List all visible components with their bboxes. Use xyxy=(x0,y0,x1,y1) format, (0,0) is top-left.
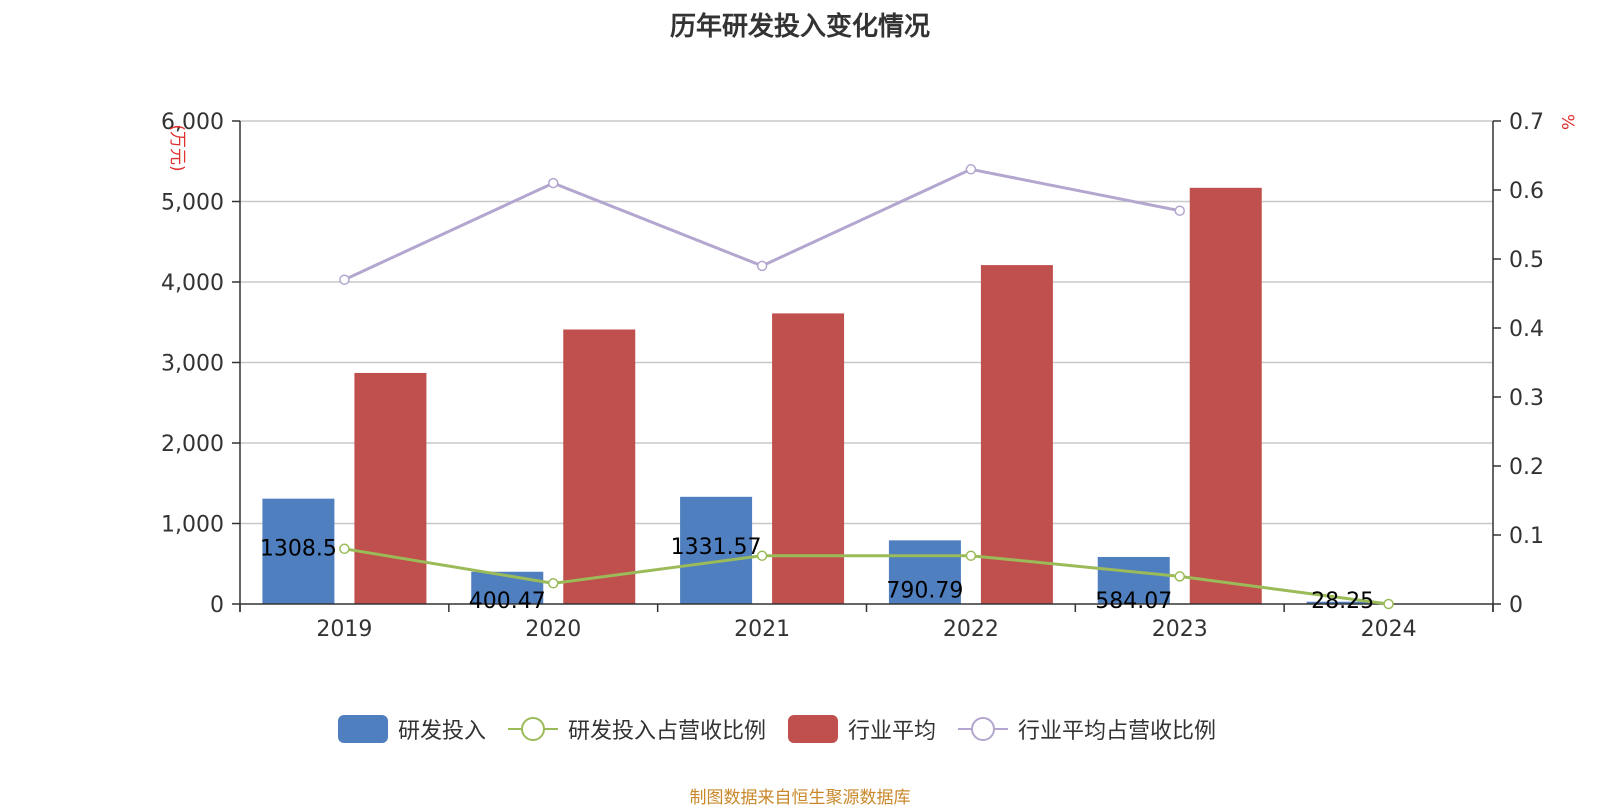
y-left-tick-label: 6,000 xyxy=(161,110,224,135)
lines xyxy=(339,164,1394,610)
rd-ratio-point xyxy=(548,578,559,589)
data-label-rd-investment: 400.47 xyxy=(469,589,546,614)
legend-label-rd-investment[interactable]: 研发投入 xyxy=(398,719,487,744)
y-right-tick-label: 0 xyxy=(1509,593,1523,618)
legend-label-rd-ratio[interactable]: 研发投入占营收比例 xyxy=(568,719,767,744)
x-tick-label: 2020 xyxy=(525,617,581,642)
bar-rd-investment xyxy=(888,540,961,604)
y-right-tick-label: 0.5 xyxy=(1509,248,1544,273)
chart-title: 历年研发投入变化情况 xyxy=(669,12,930,42)
rd-ratio-point xyxy=(965,550,977,561)
y-right-axis-label: % xyxy=(1557,114,1577,130)
y-left-tick-label: 1,000 xyxy=(161,513,224,538)
x-tick-label: 2023 xyxy=(1152,617,1208,642)
y-right-tick-label: 0.1 xyxy=(1509,524,1544,549)
data-label-rd-investment: 790.79 xyxy=(886,578,963,603)
x-tick-label: 2021 xyxy=(734,617,790,642)
legend-label-industry-avg[interactable]: 行业平均 xyxy=(848,719,937,744)
rd-ratio-point xyxy=(1383,598,1394,610)
legend-label-industry-ratio[interactable]: 行业平均占营收比例 xyxy=(1018,719,1217,744)
source-note: 制图数据来自恒生聚源数据库 xyxy=(689,788,911,808)
bar-rd-investment xyxy=(1097,556,1170,604)
data-labels: 1308.5 400.47 1331.57 790.79 584.07 28.25 xyxy=(260,535,1374,614)
y-left-tick-label: 4,000 xyxy=(161,271,224,296)
legend-swatch-rd-investment[interactable] xyxy=(338,715,388,743)
bar-industry-avg xyxy=(980,265,1053,604)
bar-rd-investment xyxy=(1306,601,1379,604)
data-label-rd-investment: 1308.5 xyxy=(260,537,337,562)
bar-industry-avg xyxy=(354,372,427,604)
y-left-tick-label: 5,000 xyxy=(161,191,224,216)
rd-ratio-point xyxy=(756,550,768,561)
data-label-rd-investment: 1331.57 xyxy=(671,535,762,560)
legend-swatch-industry-ratio[interactable] xyxy=(958,715,1009,743)
y-right-tick-label: 0.3 xyxy=(1509,386,1544,411)
industry-ratio-point xyxy=(965,164,977,175)
industry-ratio-point xyxy=(756,260,768,272)
y-right-tick-label: 0.4 xyxy=(1509,317,1544,342)
industry-ratio-point xyxy=(339,274,350,285)
industry-ratio-point xyxy=(1174,205,1185,216)
y-left-tick-label: 2,000 xyxy=(161,432,224,457)
legend-swatch-rd-ratio[interactable] xyxy=(508,715,559,743)
axes: 0 1,000 2,000 3,000 4,000 5,000 6,000 0 0.1 0.2 0.… xyxy=(161,110,1577,642)
x-tick-label: 2022 xyxy=(943,617,999,642)
data-label-rd-investment: 28.25 xyxy=(1311,589,1374,614)
bar-rd-investment xyxy=(680,496,753,604)
rd-ratio-point xyxy=(339,543,350,555)
bar-rd-investment xyxy=(262,498,335,604)
y-left-tick-label: 0 xyxy=(210,593,224,618)
grid-lines xyxy=(240,120,1493,525)
bars xyxy=(262,187,1379,604)
rd-ratio-line xyxy=(344,547,1389,606)
y-right-tick-label: 0.2 xyxy=(1509,455,1544,480)
industry-ratio-point xyxy=(548,177,559,189)
x-tick-label: 2024 xyxy=(1361,617,1417,642)
legend-swatch-industry-avg[interactable] xyxy=(788,715,839,743)
rd-ratio-point xyxy=(1174,571,1185,582)
bar-industry-avg xyxy=(1189,187,1262,604)
y-left-tick-label: 3,000 xyxy=(161,352,224,377)
y-right-tick-label: 0.6 xyxy=(1509,179,1544,204)
legend: 研发投入 研发投入占营收比例 行业平均 行业平均占营收比例 xyxy=(338,712,1216,746)
bar-industry-avg xyxy=(563,329,636,604)
y-left-axis-label: (万元) xyxy=(167,124,187,171)
bar-industry-avg xyxy=(772,313,845,604)
data-label-rd-investment: 584.07 xyxy=(1095,589,1172,614)
y-right-tick-label: 0.7 xyxy=(1509,110,1544,135)
x-tick-label: 2019 xyxy=(316,617,372,642)
